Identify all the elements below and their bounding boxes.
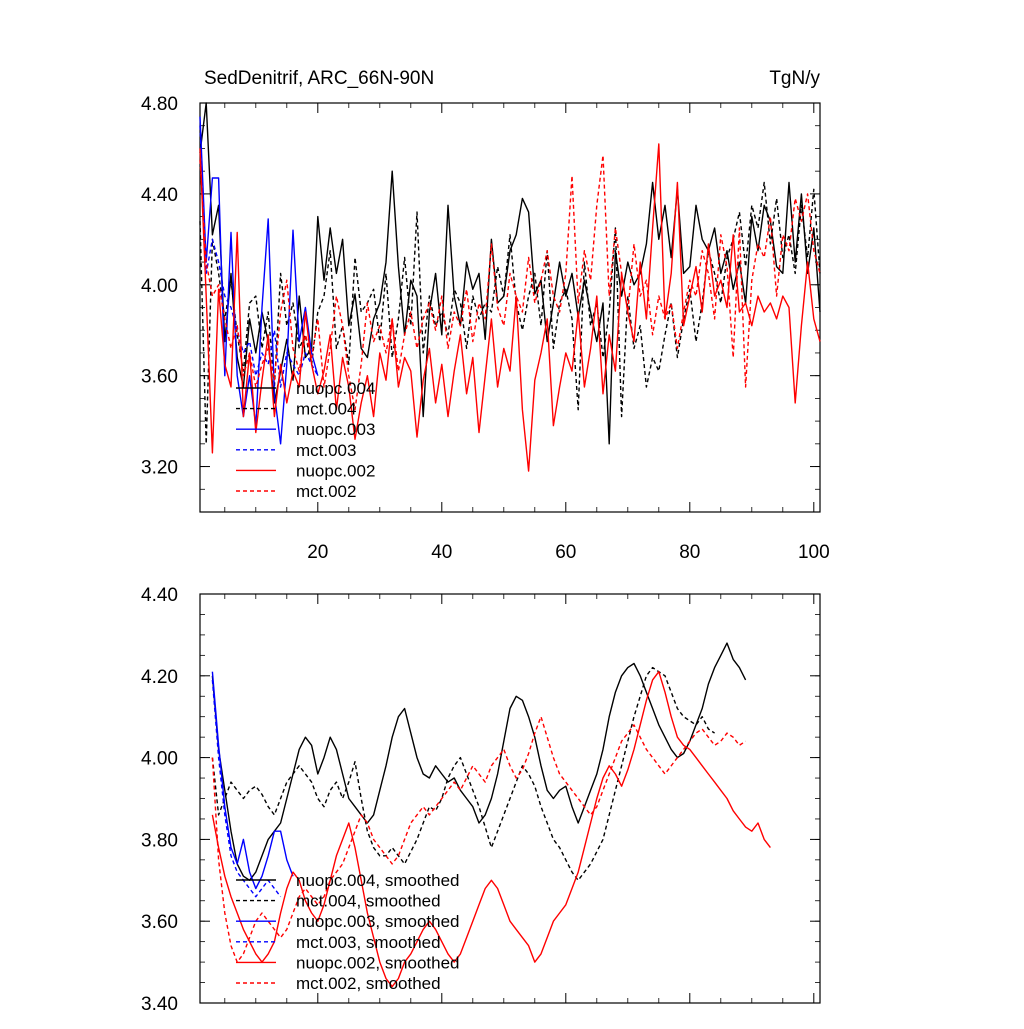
y-tick-label: 4.80	[141, 94, 178, 115]
legend-label: nuopc.002, smoothed	[296, 953, 460, 972]
y-tick-label: 3.60	[141, 912, 178, 933]
x-tick-label: 40	[431, 542, 452, 563]
legend-label: mct.004	[296, 400, 356, 419]
legend-label: nuopc.004	[296, 379, 375, 398]
legend-label: mct.002, smoothed	[296, 974, 441, 993]
legend-label: mct.003, smoothed	[296, 933, 441, 952]
series-line-mct-002	[199, 154, 821, 411]
x-tick-label: 20	[307, 542, 328, 563]
legend-label: nuopc.002	[296, 461, 375, 480]
series-line-nuopc-002	[199, 143, 821, 472]
legend-label: mct.004, smoothed	[296, 892, 441, 911]
y-tick-label: 4.40	[141, 185, 178, 206]
legend-label: nuopc.003	[296, 420, 375, 439]
series-line-mct-003-smoothed	[211, 679, 282, 898]
x-tick-label: 60	[555, 542, 576, 563]
top-panel: SedDenitrif, ARC_66N-90N TgN/y 3.20 3.60 4…	[141, 68, 830, 563]
y-tick-label: 3.40	[141, 994, 178, 1015]
y-tick-label: 4.40	[141, 585, 178, 606]
y-tick-label: 4.20	[141, 667, 178, 688]
series-line-nuopc-003-smoothed	[211, 671, 294, 890]
y-tick-label: 3.80	[141, 830, 178, 851]
series-line-mct-004-smoothed	[211, 666, 715, 881]
series-line-nuopc-004-smoothed	[211, 642, 747, 881]
series-line-mct-002-smoothed	[211, 716, 746, 963]
legend-label: mct.003	[296, 441, 356, 460]
y-tick-label: 4.00	[141, 276, 178, 297]
x-tick-label: 80	[679, 542, 700, 563]
chart-title: SedDenitrif, ARC_66N-90N	[204, 68, 434, 89]
series-line-nuopc-002-smoothed	[211, 671, 771, 988]
legend-label: nuopc.004, smoothed	[296, 871, 460, 890]
legend-label: nuopc.003, smoothed	[296, 912, 460, 931]
y-tick-label: 3.20	[141, 458, 178, 479]
series-line-mct-003	[199, 125, 319, 388]
y-tick-label: 4.00	[141, 749, 178, 770]
y-tick-label: 3.60	[141, 367, 178, 388]
legend-label: mct.002	[296, 482, 356, 501]
x-tick-label: 100	[798, 542, 830, 563]
series-line-mct-004	[199, 181, 821, 445]
bottom-panel: 3.40 3.60 3.80 4.00 4.20 4.40 nuopc.004, smoot…	[141, 585, 821, 1015]
units-label: TgN/y	[769, 68, 820, 89]
